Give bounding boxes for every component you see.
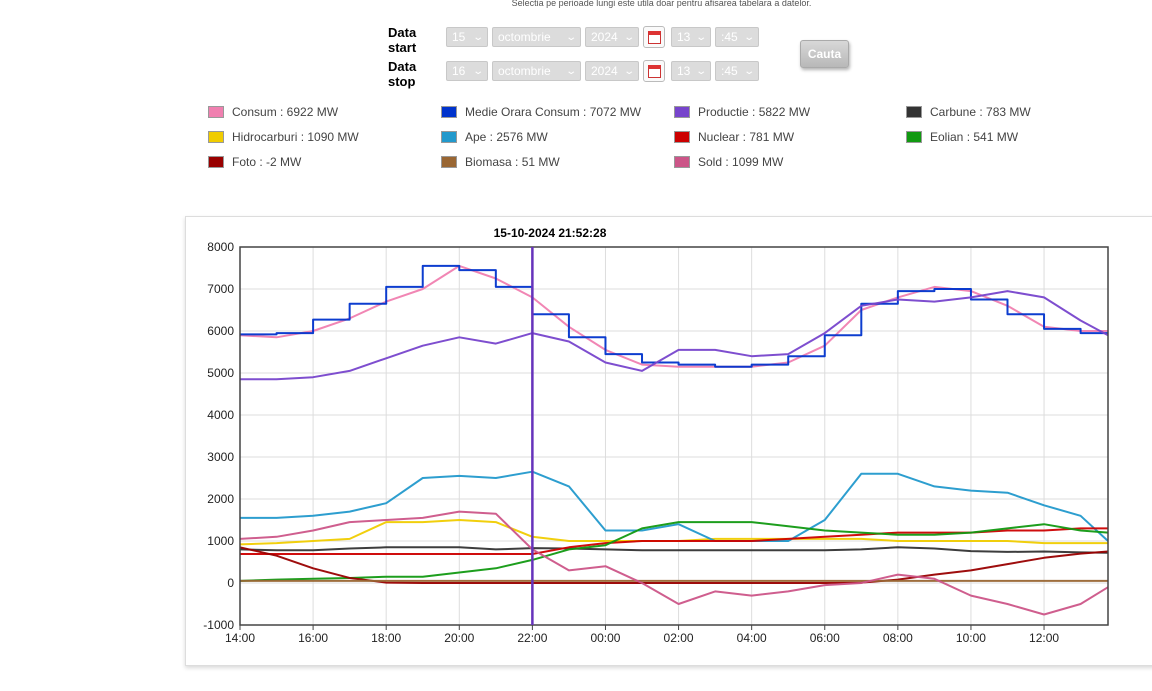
legend-item-carbune[interactable]: Carbune : 783 MW [906, 105, 1031, 119]
legend-swatch [441, 156, 457, 168]
chevron-down-icon: ⌄ [694, 65, 707, 77]
legend-item-sold[interactable]: Sold : 1099 MW [674, 155, 783, 169]
stop-calendar-icon[interactable] [643, 60, 665, 82]
legend-item-nuclear[interactable]: Nuclear : 781 MW [674, 130, 794, 144]
legend-swatch [906, 131, 922, 143]
stop-year-select[interactable]: 2024 ⌄ [585, 61, 639, 81]
chevron-down-icon: ⌄ [742, 31, 755, 43]
legend-swatch [674, 106, 690, 118]
legend-item-biomasa[interactable]: Biomasa : 51 MW [441, 155, 560, 169]
search-button[interactable]: Cauta [800, 40, 849, 68]
legend-swatch [208, 156, 224, 168]
chevron-down-icon: ⌄ [471, 65, 484, 77]
chevron-down-icon: ⌄ [742, 65, 755, 77]
start-hour-select[interactable]: 13 ⌄ [671, 27, 711, 47]
legend-swatch [441, 131, 457, 143]
start-year-select[interactable]: 2024 ⌄ [585, 27, 639, 47]
stop-month-select[interactable]: octombrie ⌄ [492, 61, 581, 81]
period-notice: Selectia pe perioade lungi este utila do… [511, 0, 812, 8]
stop-date-row: Data stop 16 ⌄ octombrie ⌄ 2024 ⌄ 13 ⌄ :45 ⌄ [388, 59, 763, 89]
legend-swatch [208, 106, 224, 118]
legend-item-ape[interactable]: Ape : 2576 MW [441, 130, 548, 144]
start-date-label: Data start [388, 25, 417, 55]
legend-item-hidrocarburi[interactable]: Hidrocarburi : 1090 MW [208, 130, 359, 144]
chevron-down-icon: ⌄ [471, 31, 484, 43]
legend-item-foto[interactable]: Foto : -2 MW [208, 155, 301, 169]
legend-item-eolian[interactable]: Eolian : 541 MW [906, 130, 1018, 144]
chevron-down-icon: ⌄ [622, 31, 635, 43]
start-calendar-icon[interactable] [643, 26, 665, 48]
legend-swatch [906, 106, 922, 118]
legend-swatch [208, 131, 224, 143]
legend-item-consum[interactable]: Consum : 6922 MW [208, 105, 338, 119]
stop-hour-select[interactable]: 13 ⌄ [671, 61, 711, 81]
legend-swatch [674, 131, 690, 143]
stop-minute-select[interactable]: :45 ⌄ [715, 61, 759, 81]
start-day-select[interactable]: 15 ⌄ [446, 27, 488, 47]
start-date-row: Data start 15 ⌄ octombrie ⌄ 2024 ⌄ 13 ⌄ :45 ⌄ [388, 25, 763, 55]
chevron-down-icon: ⌄ [622, 65, 635, 77]
chart-panel [185, 216, 1152, 666]
chevron-down-icon: ⌄ [694, 31, 707, 43]
legend-item-medie-orara[interactable]: Medie Orara Consum : 7072 MW [441, 105, 641, 119]
legend-swatch [674, 156, 690, 168]
chevron-down-icon: ⌄ [564, 31, 577, 43]
legend-item-productie[interactable]: Productie : 5822 MW [674, 105, 810, 119]
start-minute-select[interactable]: :45 ⌄ [715, 27, 759, 47]
stop-date-label: Data stop [388, 59, 417, 89]
chevron-down-icon: ⌄ [564, 65, 577, 77]
legend-swatch [441, 106, 457, 118]
stop-day-select[interactable]: 16 ⌄ [446, 61, 488, 81]
start-month-select[interactable]: octombrie ⌄ [492, 27, 581, 47]
